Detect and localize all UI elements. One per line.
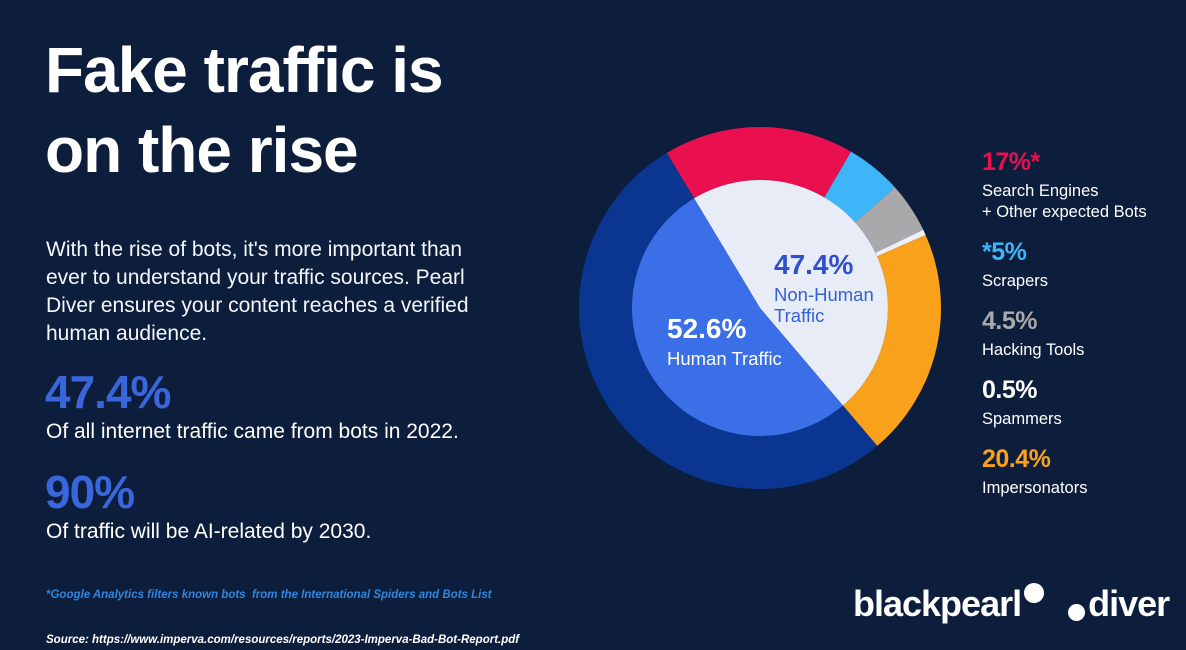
page-title-line1: Fake traffic is: [45, 34, 444, 106]
stat-ai-2030-value: 90%: [45, 466, 135, 518]
legend-label-hacking-tools: Hacking Tools: [982, 341, 1085, 359]
pie-segment-non-human-traffic: [694, 180, 888, 406]
page-title-line2: on the rise: [45, 114, 359, 186]
legend-value-scrapers: *5%: [982, 238, 1027, 266]
diver-dot-icon: [1068, 604, 1086, 621]
brand-logos: blackpearl diver: [853, 583, 1170, 624]
blackpearl-logo: blackpearl: [853, 583, 1045, 624]
ring-segment-scrapers: [824, 151, 895, 223]
legend-item-hacking-tools: 4.5% Hacking Tools: [982, 308, 1147, 361]
legend-label-spammers: Spammers: [982, 410, 1062, 428]
legend-label-impersonators: Impersonators: [982, 479, 1088, 497]
chart-label-human-value: 52.6%: [667, 313, 747, 344]
ring-segment-spammers: [875, 229, 926, 257]
traffic-donut-chart: [578, 127, 942, 490]
stat-bots-2022-caption: Of all internet traffic came from bots i…: [46, 420, 459, 443]
legend-item-scrapers: *5% Scrapers: [982, 239, 1147, 292]
diver-logo-text: diver: [1088, 583, 1170, 624]
legend-label-search-engines: Search Engines + Other expected Bots: [982, 182, 1147, 221]
chart-label-nonhuman-text: Non-Human Traffic: [774, 284, 874, 326]
footnote: *Google Analytics filters known bots fro…: [46, 558, 519, 650]
chart-legend: 17%* Search Engines + Other expected Bot…: [982, 149, 1147, 499]
legend-label-scrapers: Scrapers: [982, 272, 1049, 290]
pie-segment-human-traffic: [631, 198, 843, 437]
footnote-note: *Google Analytics filters known bots fro…: [46, 589, 492, 601]
legend-value-spammers: 0.5%: [982, 376, 1037, 404]
ring-segment-impersonators: [842, 234, 942, 446]
legend-item-spammers: 0.5% Spammers: [982, 377, 1147, 430]
legend-item-search-engines: 17%* Search Engines + Other expected Bot…: [982, 149, 1147, 223]
chart-label-nonhuman-value: 47.4%: [774, 249, 854, 280]
chart-label-human: 52.6% Human Traffic: [667, 313, 782, 370]
legend-item-impersonators: 20.4% Impersonators: [982, 446, 1147, 499]
chart-label-human-text: Human Traffic: [667, 348, 782, 369]
footnote-source: Source: https://www.imperva.com/resource…: [46, 634, 520, 646]
blackpearl-logo-text: blackpearl: [853, 583, 1022, 624]
diver-logo: diver: [1068, 583, 1170, 624]
ring-segment-search-engines-other-expected-bots: [666, 127, 852, 199]
legend-value-search-engines: 17%*: [982, 148, 1040, 176]
chart-label-nonhuman: 47.4% Non-Human Traffic: [774, 249, 874, 327]
ring-segment-hacking-tools: [855, 187, 924, 253]
page-title: Fake traffic is on the rise: [45, 30, 444, 190]
blackpearl-dot-icon: [1024, 583, 1045, 603]
stat-ai-2030-caption: Of traffic will be AI-related by 2030.: [46, 520, 372, 543]
stat-bots-2022-value: 47.4%: [45, 366, 171, 418]
legend-value-impersonators: 20.4%: [982, 445, 1051, 473]
legend-value-hacking-tools: 4.5%: [982, 307, 1037, 335]
intro-paragraph: With the rise of bots, it's more importa…: [46, 238, 469, 345]
ring-segment-human-traffic: [578, 152, 878, 490]
